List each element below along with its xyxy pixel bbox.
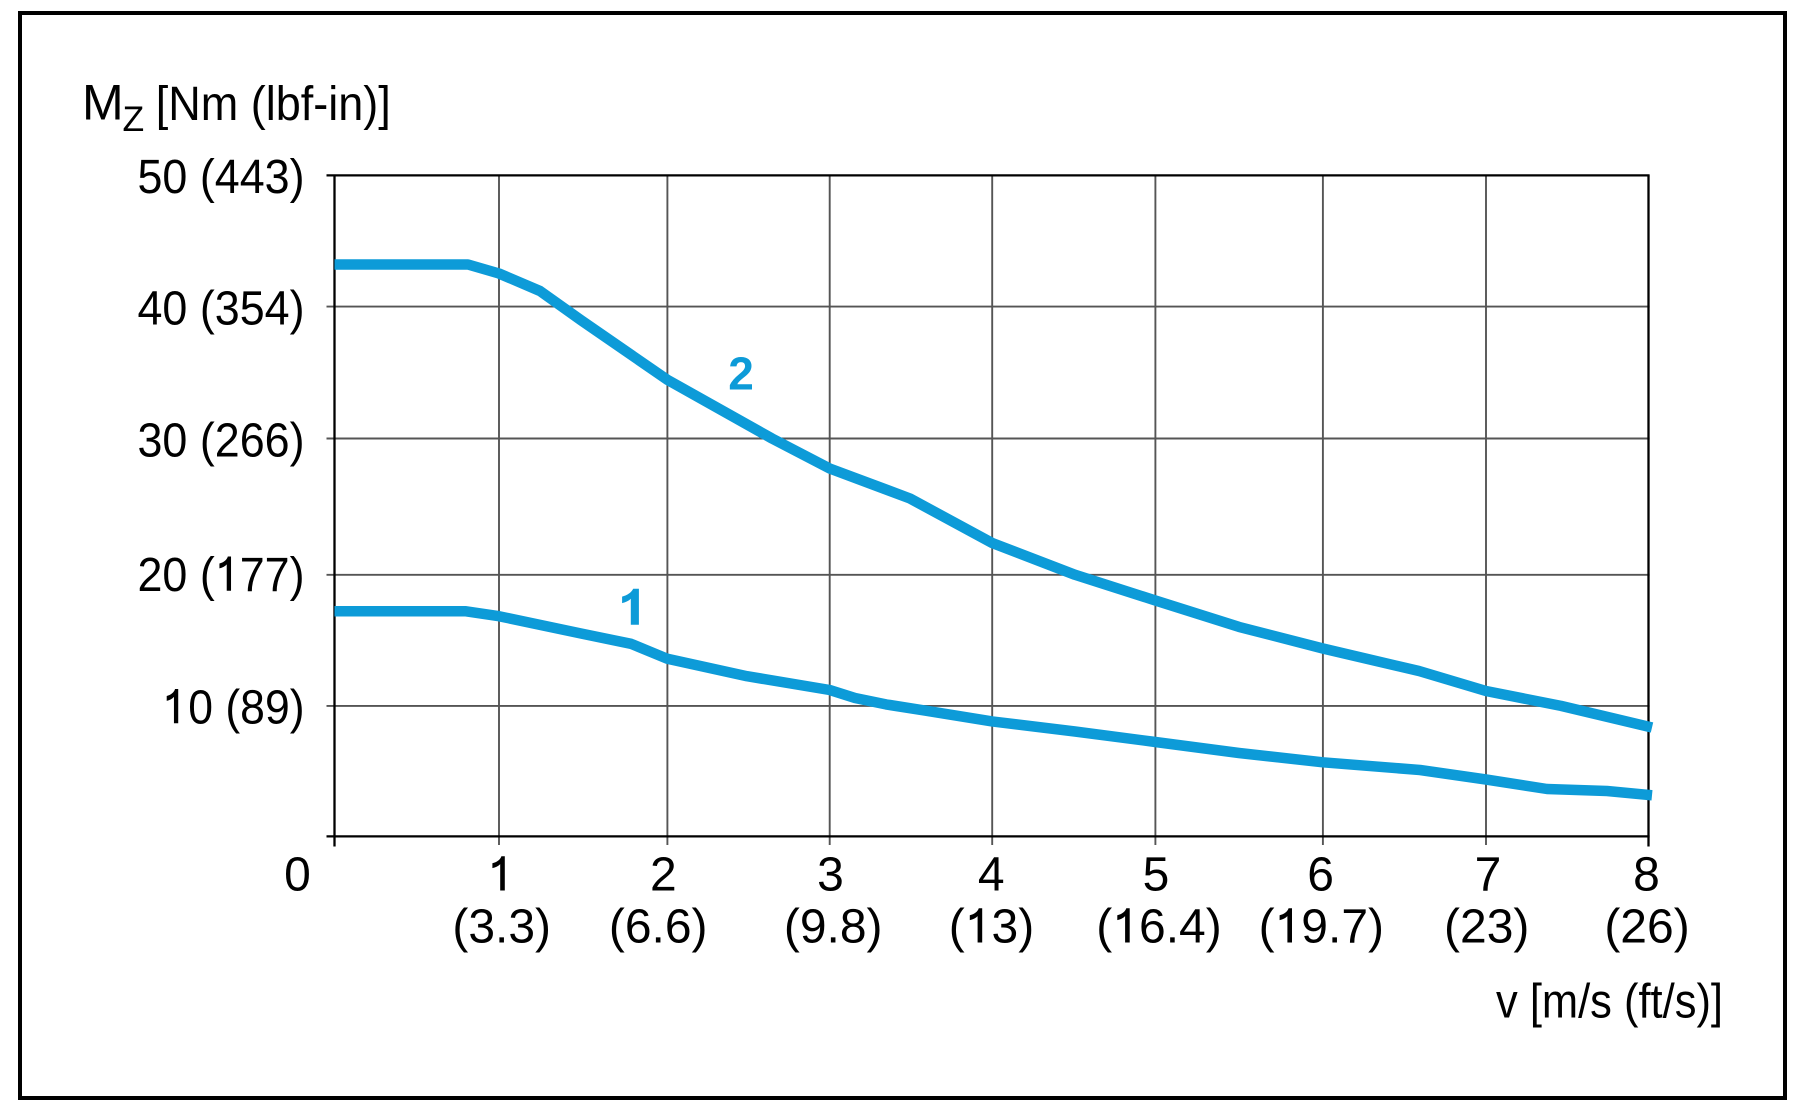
- svg-text:(: (: [949, 901, 965, 954]
- svg-text:0 (89): 0 (89): [188, 681, 304, 734]
- svg-text:(26): (26): [1604, 901, 1689, 954]
- svg-text:5: 5: [1143, 849, 1170, 902]
- svg-text:9.7): 9.7): [1301, 901, 1384, 954]
- svg-text:3): 3): [992, 901, 1035, 954]
- svg-text:50 (443): 50 (443): [138, 151, 305, 204]
- svg-text:M: M: [82, 75, 124, 131]
- svg-text:8: 8: [1633, 849, 1660, 902]
- svg-text:20 (: 20 (: [138, 549, 215, 602]
- svg-text:2: 2: [650, 849, 677, 902]
- svg-text:(6.6): (6.6): [609, 901, 708, 954]
- svg-text:3: 3: [817, 849, 844, 902]
- svg-text:(: (: [1096, 901, 1112, 954]
- svg-text:(: (: [1259, 901, 1275, 954]
- svg-text:0: 0: [284, 849, 311, 902]
- svg-text:(23): (23): [1444, 901, 1529, 954]
- svg-text:[Nm (lbf-in)]: [Nm (lbf-in)]: [156, 78, 391, 131]
- svg-text:2: 2: [728, 348, 754, 400]
- svg-text:77): 77): [240, 549, 305, 602]
- svg-text:30 (266): 30 (266): [138, 414, 305, 467]
- svg-text:7: 7: [1475, 849, 1502, 902]
- svg-text:(9.8): (9.8): [784, 901, 883, 954]
- svg-text:6.4): 6.4): [1139, 901, 1222, 954]
- svg-text:6: 6: [1307, 849, 1334, 902]
- svg-text:(3.3): (3.3): [452, 901, 551, 954]
- svg-text:v [m/s (ft/s)]: v [m/s (ft/s)]: [1496, 976, 1723, 1029]
- svg-text:Z: Z: [123, 99, 145, 139]
- svg-text:4: 4: [978, 849, 1005, 902]
- svg-text:40 (354): 40 (354): [138, 282, 305, 335]
